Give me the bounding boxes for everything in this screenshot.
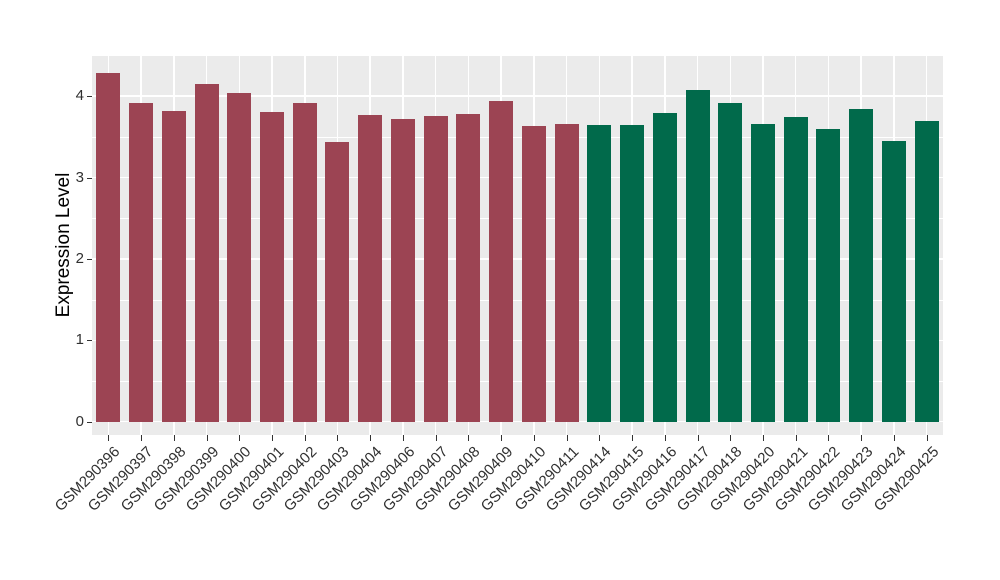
- bar-GSM290409: [489, 100, 514, 422]
- y-tick-label: 2: [75, 249, 84, 267]
- bar-GSM290403: [325, 142, 350, 422]
- x-axis-tick: [239, 435, 241, 441]
- bar-GSM290406: [390, 118, 415, 422]
- bar-GSM290404: [358, 114, 383, 422]
- bar-GSM290398: [161, 110, 186, 422]
- x-axis-tick: [664, 435, 666, 441]
- bar-GSM290402: [292, 102, 317, 422]
- bar-GSM290418: [718, 102, 743, 422]
- y-axis-tick: [87, 96, 92, 98]
- gridline-minor: [92, 218, 943, 219]
- bar-GSM290408: [456, 114, 481, 422]
- x-axis-tick: [402, 435, 404, 441]
- x-axis-tick: [533, 435, 535, 441]
- gridline-minor: [92, 381, 943, 382]
- x-axis-tick: [173, 435, 175, 441]
- x-axis-tick: [893, 435, 895, 441]
- x-axis-tick: [861, 435, 863, 441]
- x-axis-tick: [697, 435, 699, 441]
- y-tick-label: 4: [75, 87, 84, 105]
- bar-GSM290422: [816, 128, 841, 422]
- x-axis-tick: [762, 435, 764, 441]
- bar-GSM290400: [227, 92, 252, 422]
- bar-GSM290399: [194, 83, 219, 422]
- bar-GSM290425: [914, 121, 939, 422]
- x-axis-tick: [435, 435, 437, 441]
- bar-GSM290396: [96, 73, 121, 422]
- bar-GSM290424: [881, 140, 906, 422]
- x-axis-tick: [828, 435, 830, 441]
- y-tick-label: 3: [75, 168, 84, 186]
- x-axis-tick: [632, 435, 634, 441]
- x-axis-tick: [468, 435, 470, 441]
- y-tick-label: 1: [75, 331, 84, 349]
- x-axis-tick: [304, 435, 306, 441]
- x-axis-tick: [141, 435, 143, 441]
- gridline-minor: [92, 136, 943, 138]
- bar-GSM290416: [652, 113, 677, 422]
- gridline-major: [92, 339, 943, 342]
- x-axis-tick: [599, 435, 601, 441]
- gridline-major: [92, 420, 943, 423]
- y-axis-title: Expression Level: [53, 172, 74, 318]
- x-axis-tick: [566, 435, 568, 441]
- y-axis-tick: [87, 177, 92, 179]
- x-axis-tick: [108, 435, 110, 441]
- y-axis-tick: [87, 340, 92, 342]
- bar-GSM290414: [587, 125, 612, 422]
- y-axis-tick: [87, 421, 92, 423]
- bar-GSM290421: [783, 117, 808, 422]
- bar-GSM290397: [129, 102, 154, 422]
- bar-GSM290415: [620, 124, 645, 422]
- bar-GSM290401: [260, 112, 285, 422]
- bar-GSM290420: [750, 123, 775, 422]
- x-axis-tick: [337, 435, 339, 441]
- bar-GSM290423: [849, 109, 874, 422]
- gridline-minor: [92, 299, 943, 301]
- y-axis-tick: [87, 258, 92, 260]
- x-axis-tick: [370, 435, 372, 441]
- x-axis-tick: [795, 435, 797, 441]
- x-axis-tick: [206, 435, 208, 441]
- plot-panel: [92, 56, 943, 435]
- gridline-major: [92, 176, 943, 179]
- gridline-major: [92, 95, 943, 97]
- y-tick-label: 0: [75, 412, 84, 430]
- bar-GSM290417: [685, 89, 710, 422]
- bar-GSM290407: [423, 115, 448, 422]
- x-axis-tick: [501, 435, 503, 441]
- x-axis-tick: [272, 435, 274, 441]
- gridline-major: [92, 258, 943, 260]
- bar-GSM290411: [554, 123, 579, 422]
- x-axis-tick: [730, 435, 732, 441]
- bar-GSM290410: [521, 126, 546, 422]
- x-axis-tick: [926, 435, 928, 441]
